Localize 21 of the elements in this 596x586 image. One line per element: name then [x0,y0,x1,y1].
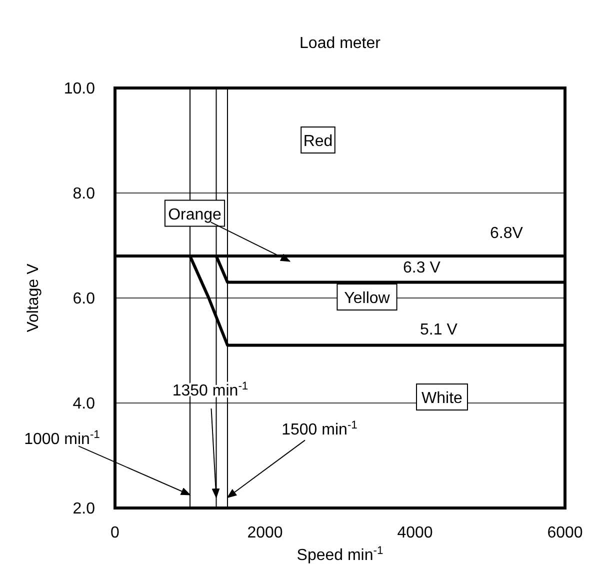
annotation: 1000 min$^{-1}$ [24,428,100,448]
x-axis-title: Speed min$^{-1}$ [296,545,384,564]
annotation: White [422,390,463,407]
y-tick-label: 6.0 [72,290,96,308]
annotation: Orange [168,206,222,224]
y-tick-label: 4.0 [72,396,96,413]
x-tick-label: 2000 [247,524,283,542]
y-tick-label: 8.0 [72,186,96,203]
x-tick-label: 0 [110,524,120,542]
annotation: Yellow [344,290,390,307]
annotation: 1500 min$^{-1}$ [282,420,358,438]
annotation: Red [303,133,333,150]
y-tick-label: 10.0 [64,80,96,98]
series-label: 6.8V [490,225,524,242]
y-axis-title: Voltage V [25,263,42,332]
x-tick-label: 6000 [547,524,583,542]
y-tick-label: 2.0 [72,500,96,518]
series-label: 5.1 V [420,321,458,338]
x-tick-label: 4000 [397,524,433,542]
series-label: 6.3 V [403,259,441,276]
chart-title: Load meter [300,35,382,52]
